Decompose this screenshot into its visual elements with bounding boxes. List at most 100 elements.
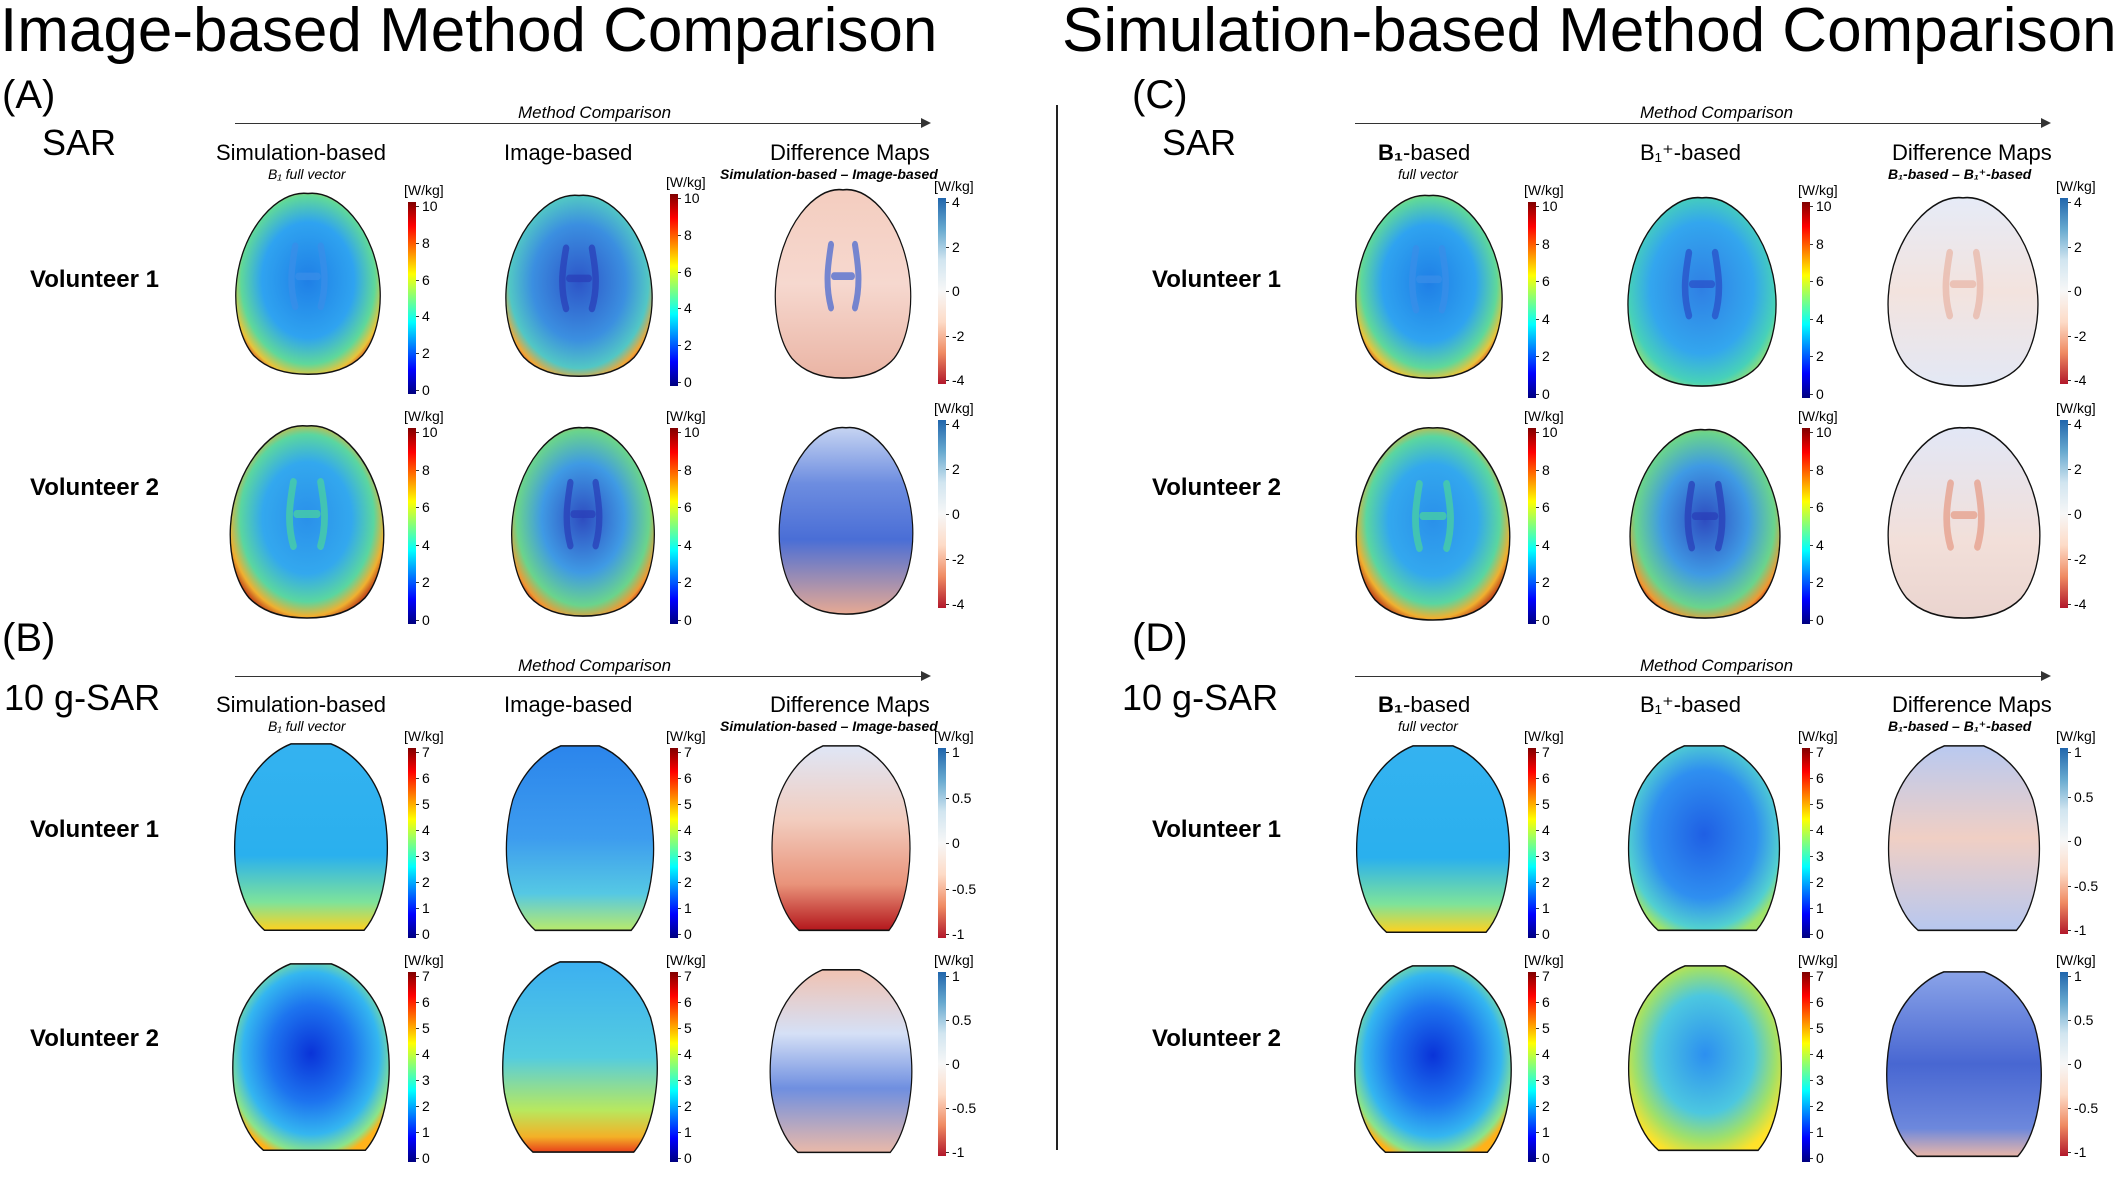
colorbar-tick (416, 934, 419, 935)
colorbar-tick-label: 3 (1816, 1072, 1824, 1088)
colorbar-tick-label: 0 (684, 374, 692, 390)
panel-b-arrow-label: Method Comparison (518, 656, 672, 675)
brain-slice (1355, 194, 1503, 379)
colorbar-tick (946, 469, 949, 470)
colorbar-tick-label: 4 (684, 822, 692, 838)
panel-d-v2-diff-map (1886, 971, 2042, 1158)
colorbar-tick-label: 1 (684, 900, 692, 916)
colorbar-tick-label: 4 (1542, 536, 1550, 553)
panel-a-row-v1: Volunteer 1 (30, 266, 159, 293)
panel-c-quantity: SAR (1162, 122, 1237, 163)
colorbar-tick (946, 604, 949, 605)
colorbar-tick (1810, 243, 1813, 245)
colorbar-tick (1810, 934, 1813, 935)
colorbar-tick (2068, 930, 2071, 931)
colorbar-tick-label: 4 (422, 308, 430, 325)
colorbar-tick (2068, 291, 2071, 292)
colorbar-tick-label: 7 (1816, 744, 1824, 760)
colorbar-tick-label: 8 (1816, 461, 1824, 478)
colorbar-tick (2068, 380, 2071, 381)
colorbar-gradient (670, 972, 678, 1162)
brain-slice (511, 426, 655, 617)
colorbar-tick (1536, 1002, 1539, 1003)
colorbar-tick (678, 234, 681, 236)
colorbar-gradient (408, 202, 416, 394)
colorbar-tick (416, 856, 419, 857)
colorbar-tick (416, 976, 419, 977)
colorbar-tick (416, 1054, 419, 1055)
colorbar-tick (946, 976, 949, 977)
colorbar-tick (946, 380, 949, 381)
colorbar-tick (416, 620, 419, 621)
colorbar-gradient (2060, 748, 2068, 934)
colorbar-tick (416, 908, 419, 909)
colorbar-tick (678, 908, 681, 909)
colorbar-tick-label: 0.5 (952, 1012, 972, 1028)
colorbar-gradient (2060, 198, 2068, 384)
panel-c-arrow-label: Method Comparison (1640, 103, 1794, 122)
colorbar-unit: [W/kg] (404, 952, 444, 968)
colorbar-unit: [W/kg] (404, 728, 444, 744)
colorbar-tick-label: 10 (1542, 424, 1558, 440)
colorbar-unit: [W/kg] (2056, 400, 2096, 416)
colorbar-tick-label: 4 (2074, 416, 2082, 432)
colorbar-tick-label: 6 (422, 271, 430, 288)
ventricle-mark (1943, 479, 1985, 551)
colorbar-tick (2068, 1108, 2071, 1109)
panel-b-v2-sim-map (232, 963, 390, 1152)
colorbar-tick (678, 856, 681, 857)
colorbar-tick-label: 8 (1542, 461, 1550, 478)
colorbar-tick-label: 2 (952, 461, 960, 477)
colorbar-gradient (1528, 428, 1536, 624)
colorbar-gradient (408, 428, 416, 624)
colorbar-tick (416, 206, 419, 207)
colorbar-tick-label: 6 (422, 994, 430, 1010)
colorbar-tick-label: 6 (684, 770, 692, 786)
colorbar-tick-label: 3 (422, 848, 430, 864)
colorbar-tick-label: 7 (422, 968, 430, 984)
colorbar-unit: [W/kg] (404, 182, 444, 198)
colorbar-tick-label: 8 (1816, 235, 1824, 252)
colorbar-gradient (408, 748, 416, 938)
colorbar-unit: [W/kg] (1524, 952, 1564, 968)
colorbar-tick-label: 4 (422, 536, 430, 553)
colorbar-tick-label: 8 (684, 226, 692, 243)
colorbar-tick-label: 2 (684, 874, 692, 890)
colorbar-tick (416, 279, 419, 281)
colorbar-unit: [W/kg] (1798, 408, 1838, 424)
colorbar-tick (678, 1106, 681, 1107)
panel-b-v1-diff-map (771, 745, 911, 932)
colorbar-tick-label: 6 (1816, 499, 1824, 516)
colorbar-tick (946, 514, 949, 515)
panel-c-v1-diff-map (1887, 196, 2039, 387)
ventricle-mark (559, 244, 599, 313)
ventricle-mark (286, 478, 328, 550)
colorbar-unit: [W/kg] (1798, 952, 1838, 968)
panel-c-v2-b1-map (1355, 427, 1511, 621)
colorbar-tick (678, 198, 681, 199)
colorbar-tick (1810, 908, 1813, 909)
panel-divider (1056, 105, 1058, 1150)
colorbar-tick-label: 8 (1542, 235, 1550, 252)
colorbar-tick (1536, 856, 1539, 857)
colorbar-tick (1536, 507, 1539, 509)
colorbar-tick (1536, 882, 1539, 883)
colorbar-tick (678, 469, 681, 471)
colorbar-tick (1810, 1028, 1813, 1029)
brain-slice (771, 745, 911, 932)
colorbar-tick-label: 2 (684, 1098, 692, 1114)
colorbar-tick-label: 1 (1816, 900, 1824, 916)
panel-c-v2-diff-map (1887, 426, 2041, 619)
colorbar-gradient (1528, 972, 1536, 1162)
colorbar-tick-label: 8 (684, 461, 692, 478)
colorbar-tick-label: 6 (684, 263, 692, 280)
panel-b-v2-img-map (502, 961, 658, 1153)
colorbar-gradient (938, 748, 946, 938)
colorbar-tick (1810, 281, 1813, 283)
colorbar-tick (416, 353, 419, 355)
panel-b-col-diff-sub: Simulation-based – Image-based (720, 718, 938, 734)
panel-d-quantity: 10 g-SAR (1122, 677, 1279, 718)
colorbar-tick-label: 0 (1816, 612, 1824, 628)
colorbar-tick-label: 4 (1816, 536, 1824, 553)
colorbar-unit: [W/kg] (934, 952, 974, 968)
